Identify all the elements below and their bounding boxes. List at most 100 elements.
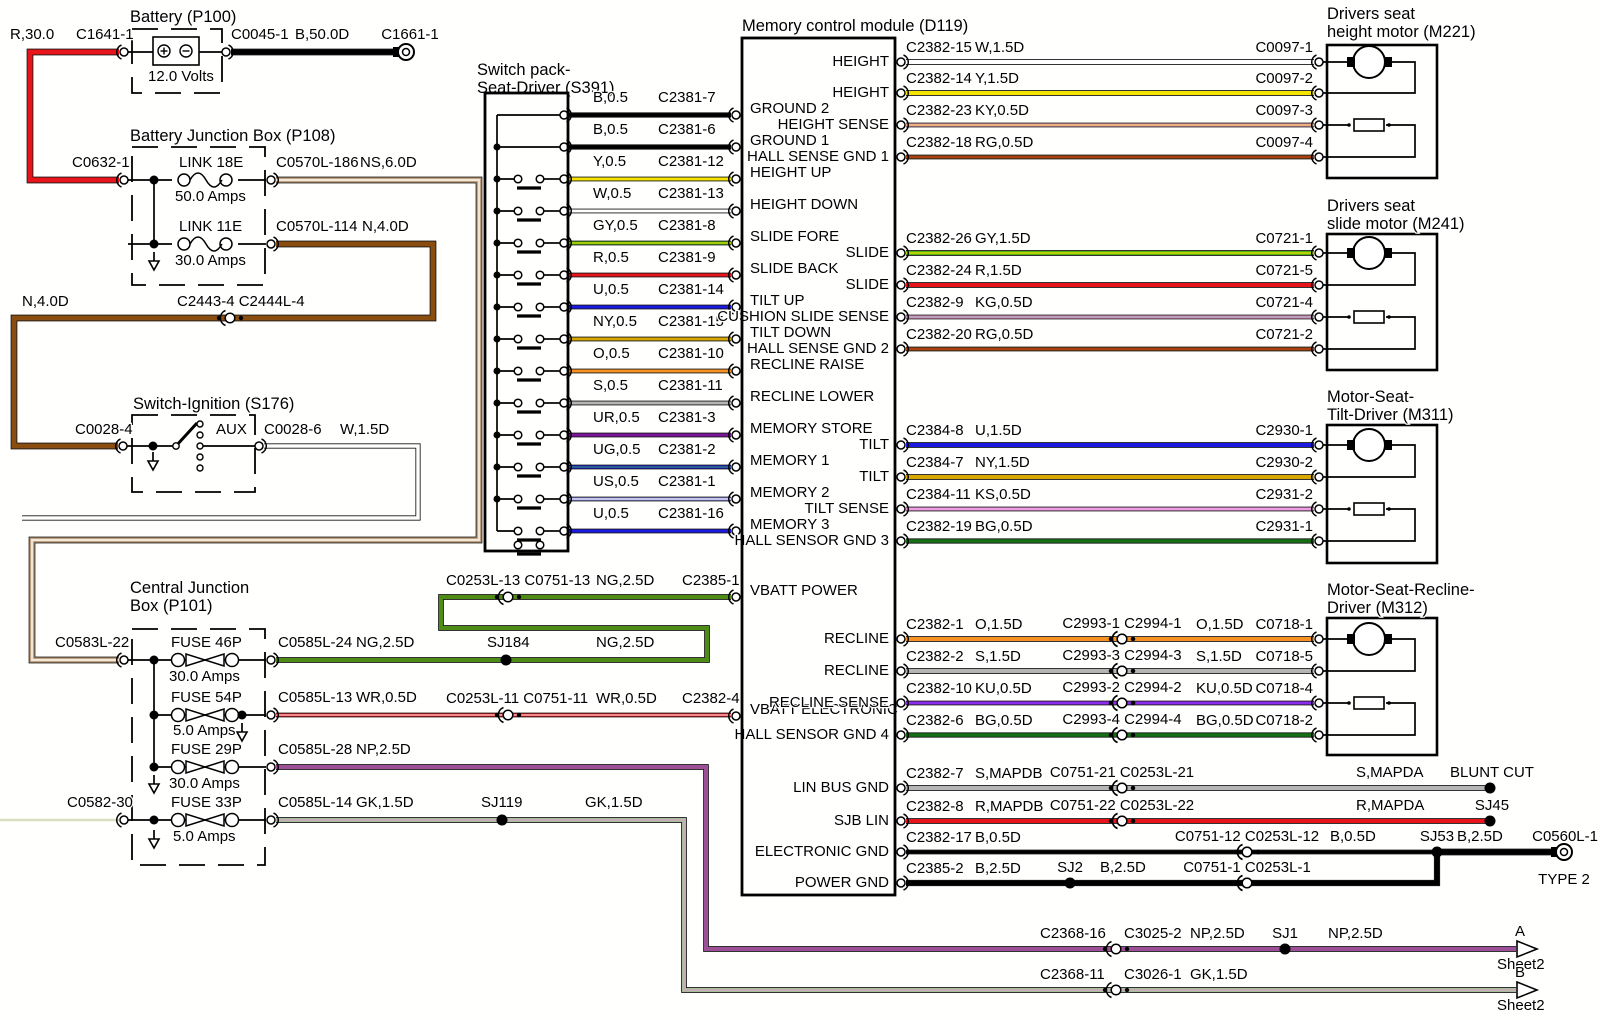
connector-label: C2382-20 (906, 326, 972, 343)
label: FUSE 33P (171, 794, 242, 811)
wire-code-label: BG,0.5D (975, 518, 1033, 535)
connector-label: C2382-17 (906, 829, 972, 846)
label: LINK 11E (179, 218, 242, 235)
component-pin (254, 438, 268, 454)
motor-box (1325, 423, 1439, 565)
module-pin-label: TILT (859, 468, 889, 485)
wire-code-label: KY,0.5D (975, 102, 1029, 119)
module-pin-label: RECLINE LOWER (750, 388, 874, 405)
label: SJ184 (487, 634, 530, 651)
label: LINK 18E (179, 154, 243, 171)
module-pin (896, 695, 910, 711)
motor-pin (1310, 117, 1324, 133)
module-title: Memory control module (D119) (742, 17, 968, 35)
connector-label: C2382-6 (906, 712, 964, 729)
module-pin-label: TILT UP (750, 292, 804, 309)
module-pin (727, 589, 741, 605)
label: NS,6.0D (360, 154, 417, 171)
wire-code-label: KU,0.5D (1196, 680, 1253, 697)
module-pin (896, 780, 910, 796)
splice-SJ119 (496, 814, 508, 826)
label: C2385-1 (682, 572, 740, 589)
label: NG,2.5D (596, 572, 655, 589)
memory-control-module-box (740, 36, 897, 897)
component-pin (266, 236, 280, 252)
motor-title: Driver (M312) (1327, 599, 1428, 617)
module-pin-label: SLIDE (846, 276, 889, 293)
label: Switch-Ignition (S176) (133, 395, 294, 413)
motor-pin (1310, 277, 1324, 293)
splice-bus (493, 367, 501, 375)
label: NP,2.5D (1190, 925, 1245, 942)
ground-symbol (147, 830, 161, 850)
module-pin (896, 85, 910, 101)
module-pin (896, 844, 910, 860)
switch-contact (513, 206, 545, 222)
connector-label: C0751-12 C0253L-12 (1175, 828, 1319, 845)
component-pin (266, 652, 280, 668)
label: 12.0 Volts (148, 68, 214, 85)
line (1323, 61, 1416, 94)
motor-pin (1310, 245, 1324, 261)
label: FUSE 46P (171, 634, 242, 651)
module-pin (896, 875, 910, 891)
label: R,MAPDA (1356, 797, 1424, 814)
splice-BLUNT-CUT (1484, 782, 1496, 794)
wire-cjb-ng-wire (276, 594, 731, 663)
motor-pin (1310, 54, 1324, 70)
motor-icon (1352, 428, 1386, 462)
module-pin-label: SLIDE BACK (750, 260, 838, 277)
line (1323, 638, 1416, 672)
connector-label: C0751-21 C0253L-21 (1050, 764, 1194, 781)
label: R,30.0 (10, 26, 54, 43)
splice-bus (493, 239, 501, 247)
module-pin-label: HEIGHT (832, 53, 889, 70)
motor-pin (1310, 727, 1324, 743)
connector-label: C2993-3 C2994-3 (1062, 647, 1181, 664)
label: AUX (216, 421, 247, 438)
label: S,MAPDA (1356, 764, 1424, 781)
module-pin-label: VBATT ELECTRONIC (750, 701, 898, 718)
connector-label: C2381-14 (658, 281, 724, 298)
module-pin-label: RECLINE (824, 662, 889, 679)
module-pin (727, 331, 741, 347)
label: C0583L-22 (55, 634, 129, 651)
motor-box (1325, 232, 1439, 372)
switch-contact (513, 270, 545, 286)
connector-label: C2381-3 (658, 409, 716, 426)
module-pin (896, 663, 910, 679)
label: 30.0 Amps (169, 668, 240, 685)
label: C3025-2 (1124, 925, 1182, 942)
connector-label: C2993-1 C2994-1 (1062, 615, 1181, 632)
motor-title: height motor (M221) (1327, 23, 1476, 41)
splice-bus (149, 655, 159, 665)
module-pin (727, 708, 741, 724)
label: Battery Junction Box (P108) (130, 127, 335, 145)
module-pin-label: GROUND 1 (750, 132, 829, 149)
switch-contact (513, 174, 545, 190)
wire-code-label: RG,0.5D (975, 134, 1034, 151)
inline-connector (1108, 662, 1136, 680)
module-pin (896, 501, 910, 517)
motor-box (1325, 616, 1439, 757)
module-pin (727, 299, 741, 315)
motor-pin (1310, 533, 1324, 549)
connector-label: C2381-16 (658, 505, 724, 522)
switch-contact (513, 238, 545, 254)
label: GK,1.5D (356, 794, 414, 811)
label: B,50.0D (295, 26, 349, 43)
connector-label: C2382-2 (906, 648, 964, 665)
wire-code-label: S,1.5D (975, 648, 1021, 665)
label: C0045-1 (231, 26, 289, 43)
module-pin (896, 117, 910, 133)
connector-label: C2382-23 (906, 102, 972, 119)
connector-label: C2382-9 (906, 294, 964, 311)
label: C0721-2 (1255, 326, 1313, 343)
splice-bus (149, 815, 159, 825)
label: C0570L-186 (276, 154, 359, 171)
module-pin-label: GROUND 2 (750, 100, 829, 117)
connector-label: C2382-8 (906, 798, 964, 815)
component-pin (266, 707, 280, 723)
motor-pin (1310, 437, 1324, 453)
splice-bus (149, 762, 159, 772)
